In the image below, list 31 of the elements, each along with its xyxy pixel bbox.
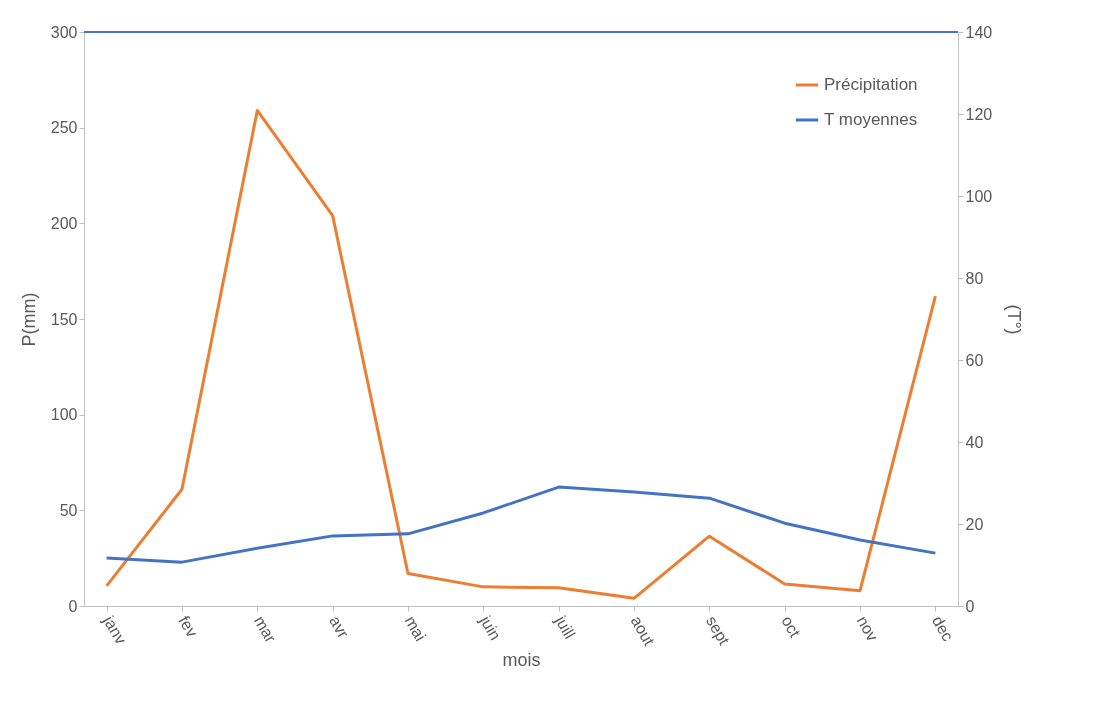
- y2-tick-label: 120: [965, 105, 993, 123]
- y-tick-label: 100: [50, 406, 78, 424]
- x-axis-title: mois: [502, 650, 541, 671]
- y2-tick-label: 60: [965, 351, 984, 369]
- y-tick-label: 150: [50, 310, 78, 328]
- line-series: [105, 108, 937, 600]
- x-tick-label: juill: [551, 612, 579, 642]
- x-tick-label: fev: [175, 613, 201, 640]
- x-tick-label: avr: [326, 613, 353, 642]
- y2-tick-label: 40: [965, 433, 984, 451]
- y2-tick-label: 140: [965, 23, 993, 41]
- x-tick-label: dec: [928, 613, 957, 644]
- y2-tick-label: 0: [965, 597, 975, 615]
- legend-label: T moyennes: [824, 110, 918, 129]
- y-tick-label: 50: [59, 501, 78, 519]
- y-tick-label: 300: [50, 23, 78, 41]
- y2-tick-label: 20: [965, 515, 984, 533]
- legend-label: Précipitation: [824, 75, 918, 94]
- x-tick-label: mai: [401, 613, 430, 644]
- x-tick-label: mar: [250, 613, 280, 646]
- y2-axis-title: (T°): [1004, 304, 1025, 335]
- y-tick-label: 250: [50, 119, 78, 137]
- y-tick-label: 200: [50, 214, 78, 232]
- y2-tick-label: 80: [965, 269, 984, 287]
- y2-tick-label: 100: [965, 187, 993, 205]
- x-tick-label: oct: [778, 613, 804, 641]
- line-series: [105, 485, 937, 564]
- x-tick-label: nov: [853, 613, 882, 644]
- x-tick-label: juin: [476, 612, 505, 644]
- y-tick-label: 0: [68, 597, 78, 615]
- y-axis-title: P(mm): [18, 292, 39, 347]
